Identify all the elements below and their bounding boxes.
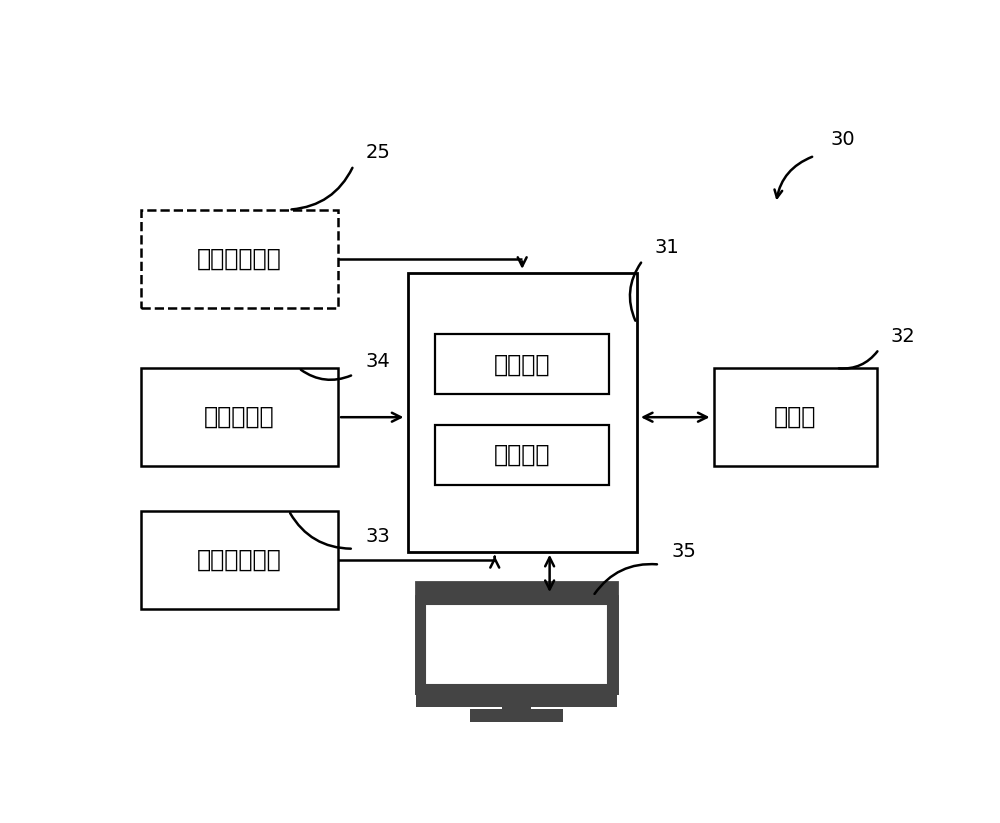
Text: 25: 25 — [365, 143, 390, 162]
Bar — [140, 368, 338, 467]
Text: 35: 35 — [671, 542, 696, 561]
Bar — [140, 210, 338, 308]
Bar — [502, 693, 531, 709]
Text: 自动模式: 自动模式 — [494, 352, 550, 376]
Bar — [435, 334, 609, 394]
Bar — [470, 709, 563, 723]
Text: 34: 34 — [365, 352, 390, 371]
Text: 电阻测试模块: 电阻测试模块 — [197, 548, 282, 572]
Bar — [416, 596, 617, 693]
Text: 33: 33 — [365, 527, 390, 546]
Bar — [416, 693, 617, 707]
Text: 31: 31 — [654, 238, 679, 258]
Bar — [435, 425, 609, 485]
Text: 驱动器: 驱动器 — [774, 405, 817, 430]
Bar — [140, 510, 338, 609]
Bar — [425, 604, 608, 685]
Text: 32: 32 — [891, 327, 915, 346]
Text: 径向力传感器: 径向力传感器 — [197, 247, 282, 271]
Text: 角度传感器: 角度传感器 — [204, 405, 275, 430]
Bar — [408, 273, 637, 552]
Bar — [416, 582, 617, 693]
Text: 30: 30 — [830, 131, 855, 150]
Bar — [714, 368, 877, 467]
Text: 手动模式: 手动模式 — [494, 443, 550, 467]
